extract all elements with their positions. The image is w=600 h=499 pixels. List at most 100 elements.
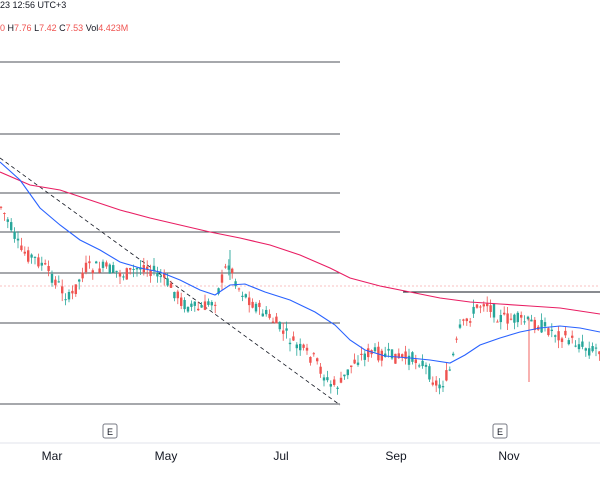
candle-115 [390, 349, 394, 360]
candle-body [112, 265, 115, 273]
candle-body [0, 206, 3, 208]
candle-body [98, 268, 101, 273]
candle-body [571, 335, 574, 338]
candle-body [492, 303, 496, 318]
candle-167 [567, 337, 570, 346]
candle-body [329, 384, 332, 387]
candle-body [197, 308, 200, 311]
candle-62 [210, 300, 213, 311]
candle-body [540, 319, 543, 333]
candle-body [146, 266, 149, 270]
candle-22 [74, 284, 77, 297]
candle-body [231, 268, 234, 273]
candle-body [132, 268, 135, 270]
candle-body [101, 261, 105, 268]
candle-body [248, 297, 251, 306]
candle-87 [295, 342, 298, 356]
x-tick-label-0: Mar [42, 449, 63, 463]
candle-32 [108, 263, 111, 274]
candle-body [584, 348, 587, 351]
candle-111 [377, 341, 380, 363]
candle-body [564, 330, 567, 336]
candle-body [353, 359, 356, 364]
candle-body [159, 276, 162, 278]
candle-body [71, 290, 74, 294]
candle-161 [547, 326, 550, 337]
candle-56 [190, 300, 193, 312]
candle-174 [591, 342, 594, 353]
candle-160 [543, 317, 547, 332]
candle-90 [305, 343, 309, 355]
candle-166 [564, 326, 567, 339]
candle-114 [387, 342, 390, 358]
candle-71 [241, 291, 244, 302]
candle-30 [101, 259, 105, 272]
candle-3 [10, 218, 13, 233]
candle-body [479, 306, 482, 308]
candle-body [588, 348, 591, 356]
candle-104 [353, 353, 356, 365]
candle-50 [169, 280, 173, 289]
candle-body [322, 377, 326, 381]
candle-88 [299, 338, 302, 356]
candle-89 [302, 343, 305, 351]
candle-68 [231, 267, 234, 279]
candle-96 [326, 370, 329, 383]
candle-body [220, 274, 224, 283]
candlesticks [0, 205, 600, 395]
candle-body [550, 329, 553, 332]
candle-body [125, 268, 128, 280]
candle-body [224, 266, 227, 268]
candle-130 [441, 380, 445, 393]
candle-body [350, 365, 353, 368]
candle-body [326, 377, 329, 381]
candle-23 [78, 278, 81, 290]
candle-body [163, 273, 166, 278]
candle-body [156, 272, 159, 277]
candle-37 [125, 267, 128, 280]
candle-128 [435, 376, 438, 393]
candle-body [122, 276, 125, 278]
candle-body [530, 319, 533, 322]
candle-172 [584, 347, 587, 357]
candle-body [574, 345, 577, 347]
candle-body [40, 262, 43, 266]
candle-body [475, 304, 479, 308]
candle-body [214, 304, 217, 306]
candle-body [241, 295, 244, 297]
candle-body [207, 301, 210, 305]
candle-176 [598, 351, 600, 361]
candle-173 [588, 341, 591, 359]
candle-8 [27, 246, 30, 264]
candle-39 [132, 264, 135, 278]
candle-body [95, 261, 98, 264]
candle-body [47, 265, 50, 272]
candle-body [567, 340, 570, 345]
x-tick-label-4: Nov [498, 449, 519, 463]
candle-body [557, 331, 560, 341]
candle-body [581, 341, 584, 347]
earnings-event-1[interactable]: E [492, 423, 508, 439]
candle-body [278, 321, 281, 330]
candle-body [543, 322, 547, 327]
candle-body [251, 301, 254, 308]
candle-132 [448, 366, 451, 372]
candle-body [244, 294, 247, 298]
candle-body [513, 314, 516, 323]
candle-38 [129, 267, 132, 275]
earnings-event-0[interactable]: E [102, 423, 118, 439]
horizontal-levels [0, 61, 600, 405]
candle-0 [0, 205, 3, 210]
candle-18 [61, 279, 64, 302]
slow-moving-average [0, 171, 600, 315]
candle-103 [350, 365, 353, 374]
candle-4 [13, 227, 16, 243]
candle-body [91, 270, 94, 274]
candle-122 [414, 354, 417, 370]
candle-body [44, 263, 47, 265]
candle-body [465, 318, 468, 322]
candle-85 [288, 338, 292, 352]
candle-body [445, 370, 448, 381]
candle-body [129, 268, 132, 270]
